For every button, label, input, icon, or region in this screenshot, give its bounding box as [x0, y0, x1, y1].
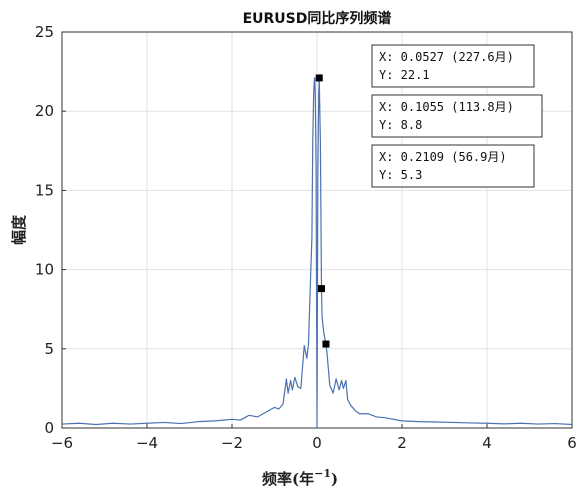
y-tick-label-5: 25: [35, 23, 54, 41]
y-tick-label-4: 20: [35, 102, 54, 120]
chart-title: EURUSD同比序列频谱: [243, 10, 392, 27]
datatip-x-text-2: X: 0.2109 (56.9月): [379, 150, 507, 164]
spectrum-line-0: [61, 77, 573, 429]
datatip-marker-1[interactable]: [317, 285, 325, 293]
x-tick-label-3: 0: [312, 434, 322, 452]
datatip-y-text-2: Y: 5.3: [379, 168, 422, 182]
x-tick-label-5: 4: [482, 434, 492, 452]
datatip-x-text-1: X: 0.1055 (113.8月): [379, 100, 514, 114]
series-group: [61, 77, 573, 429]
x-tick-label-0: −6: [51, 434, 73, 452]
y-axis-label: 幅度: [10, 214, 28, 245]
datatip-2[interactable]: X: 0.2109 (56.9月) Y: 5.3: [371, 144, 535, 188]
datatip-y-text-1: Y: 8.8: [379, 118, 422, 132]
x-tick-label-2: −2: [221, 434, 243, 452]
datatip-1[interactable]: X: 0.1055 (113.8月) Y: 8.8: [371, 94, 543, 138]
datatip-group[interactable]: X: 0.0527 (227.6月) Y: 22.1 X: 0.1055 (113.…: [371, 44, 543, 188]
x-axis-label: 频率(年−1): [262, 467, 338, 488]
y-tick-label-1: 5: [44, 340, 54, 358]
marker-group: [315, 74, 330, 348]
datatip-marker-2[interactable]: [322, 340, 330, 348]
datatip-y-text-0: Y: 22.1: [379, 68, 430, 82]
x-tick-label-6: 6: [567, 434, 577, 452]
y-tick-label-0: 0: [44, 419, 54, 437]
axis-ticks: −6 −4 −2 0 2 4 6 0 5 10 15 20 25: [35, 23, 577, 452]
x-tick-label-1: −4: [136, 434, 158, 452]
x-axis-label-close: ): [331, 470, 338, 488]
x-tick-label-4: 2: [397, 434, 407, 452]
datatip-0[interactable]: X: 0.0527 (227.6月) Y: 22.1: [371, 44, 535, 88]
x-axis-label-exponent: −1: [314, 467, 331, 480]
y-tick-label-2: 10: [35, 261, 54, 279]
datatip-box-1: [371, 94, 543, 138]
datatip-box-2: [371, 144, 535, 188]
x-axis-label-text: 频率(年: [262, 470, 314, 488]
datatip-marker-0[interactable]: [315, 74, 323, 82]
datatip-box-0: [371, 44, 535, 88]
y-tick-label-3: 15: [35, 181, 54, 199]
datatip-x-text-0: X: 0.0527 (227.6月): [379, 50, 514, 64]
